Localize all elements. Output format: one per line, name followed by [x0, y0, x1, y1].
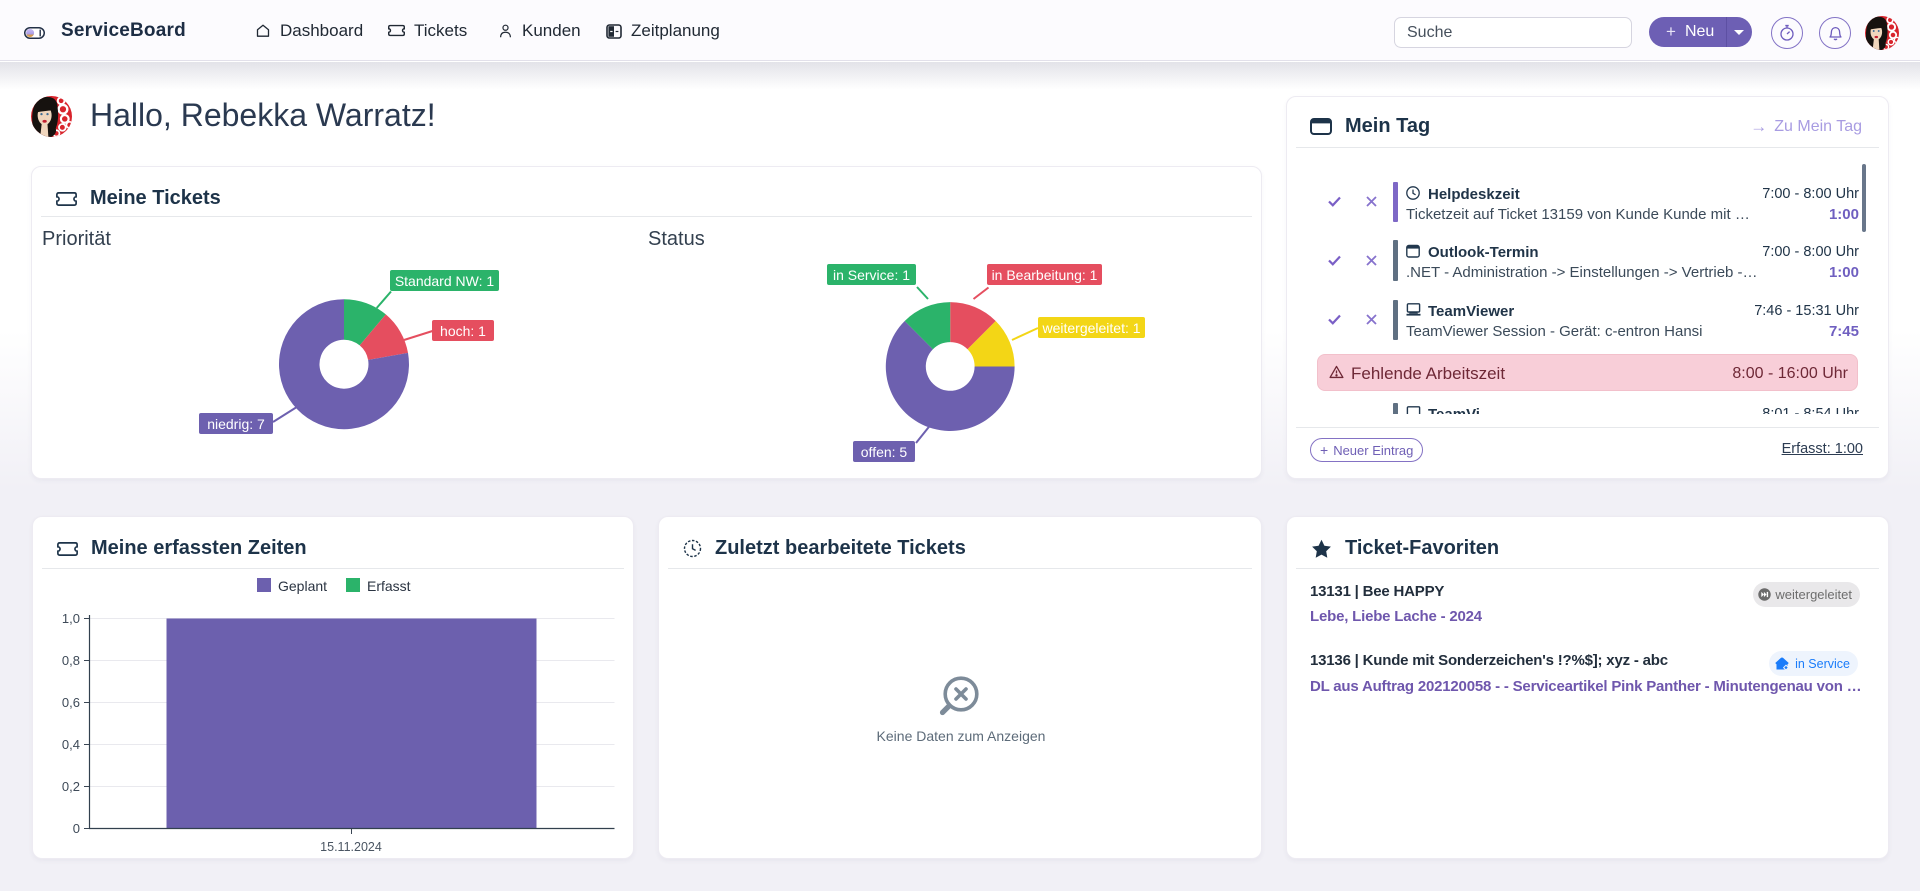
svg-text:0: 0: [73, 821, 80, 836]
svg-text:1,0: 1,0: [62, 611, 80, 626]
svg-text:0,2: 0,2: [62, 779, 80, 794]
svg-text:0,6: 0,6: [62, 695, 80, 710]
svg-text:15.11.2024: 15.11.2024: [320, 840, 382, 854]
svg-text:0,8: 0,8: [62, 653, 80, 668]
svg-text:0,4: 0,4: [62, 737, 80, 752]
